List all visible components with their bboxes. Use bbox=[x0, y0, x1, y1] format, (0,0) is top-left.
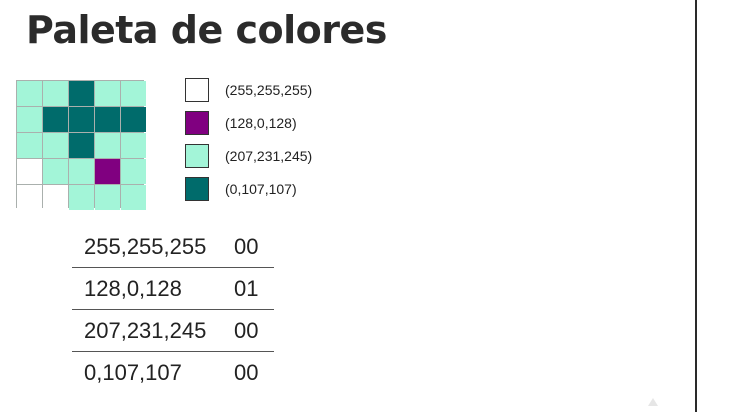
table-row: 207,231,245 00 bbox=[72, 309, 274, 352]
pixel-cell-teal bbox=[69, 107, 94, 132]
pixel-cell-white bbox=[17, 185, 42, 210]
pixel-cell-aqua bbox=[95, 185, 120, 210]
table-row: 0,107,107 00 bbox=[72, 351, 274, 393]
slide: Paleta de colores (255,255,255) (128,0,1… bbox=[16, 8, 658, 406]
pixel-cell-aqua bbox=[69, 185, 94, 210]
table-row: 255,255,255 00 bbox=[72, 226, 274, 268]
pixel-cell-aqua bbox=[17, 81, 42, 106]
table-row: 128,0,128 01 bbox=[72, 267, 274, 310]
pixel-cell-aqua bbox=[121, 133, 146, 158]
pixel-cell-aqua bbox=[43, 159, 68, 184]
legend-label: (128,0,128) bbox=[225, 115, 297, 131]
pixel-grid bbox=[16, 80, 146, 210]
legend-swatch bbox=[185, 144, 209, 168]
legend-swatch bbox=[185, 78, 209, 102]
pixel-cell-aqua bbox=[95, 81, 120, 106]
pixel-cell-teal bbox=[69, 133, 94, 158]
pixel-cell-teal bbox=[121, 107, 146, 132]
pixel-cell-aqua bbox=[121, 159, 146, 184]
code-cell: 01 bbox=[234, 267, 274, 310]
legend-swatch bbox=[185, 111, 209, 135]
pixel-cell-aqua bbox=[17, 107, 42, 132]
pixel-cell-teal bbox=[43, 107, 68, 132]
pixel-cell-aqua bbox=[121, 81, 146, 106]
legend-item-purple: (128,0,128) bbox=[185, 111, 385, 137]
pixel-cell-purple bbox=[95, 159, 120, 184]
slide-title: Paleta de colores bbox=[26, 8, 387, 52]
pixel-cell-aqua bbox=[121, 185, 146, 210]
window-edge-divider bbox=[695, 0, 697, 412]
code-cell: 00 bbox=[234, 309, 274, 352]
legend-item-aqua: (207,231,245) bbox=[185, 144, 385, 170]
legend-item-white: (255,255,255) bbox=[185, 78, 385, 104]
pixel-cell-aqua bbox=[17, 133, 42, 158]
legend-item-teal: (0,107,107) bbox=[185, 177, 385, 203]
code-cell: 00 bbox=[234, 351, 274, 393]
color-code-table: 255,255,255 00 128,0,128 01 207,231,245 … bbox=[72, 226, 274, 393]
rgb-cell: 128,0,128 bbox=[72, 267, 234, 310]
code-cell: 00 bbox=[234, 233, 259, 259]
legend-label: (255,255,255) bbox=[225, 82, 313, 98]
rgb-cell: 255,255,255 bbox=[84, 233, 207, 259]
pixel-cell-white bbox=[17, 159, 42, 184]
rgb-cell: 0,107,107 bbox=[72, 351, 234, 393]
pixel-cell-teal bbox=[69, 81, 94, 106]
pixel-cell-aqua bbox=[69, 159, 94, 184]
pixel-cell-white bbox=[43, 185, 68, 210]
legend-label: (0,107,107) bbox=[225, 181, 297, 197]
legend-label: (207,231,245) bbox=[225, 148, 313, 164]
pixel-cell-aqua bbox=[43, 133, 68, 158]
slide-corner-mark bbox=[648, 398, 658, 406]
legend-swatch bbox=[185, 177, 209, 201]
pixel-cell-aqua bbox=[95, 133, 120, 158]
pixel-cell-aqua bbox=[43, 81, 68, 106]
pixel-cell-teal bbox=[95, 107, 120, 132]
rgb-cell: 207,231,245 bbox=[72, 309, 234, 352]
